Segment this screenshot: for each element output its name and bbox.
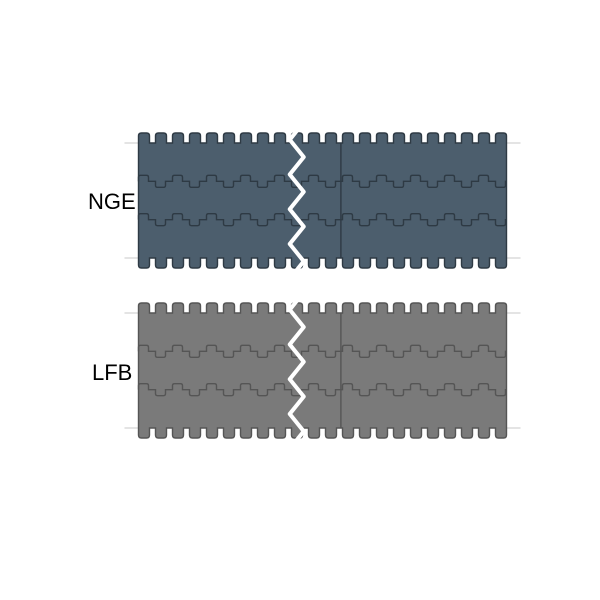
label-lfb: LFB	[92, 360, 132, 386]
belt-lfb	[0, 0, 600, 600]
diagram-container: { "canvas": { "width": 600, "height": 60…	[0, 0, 600, 600]
